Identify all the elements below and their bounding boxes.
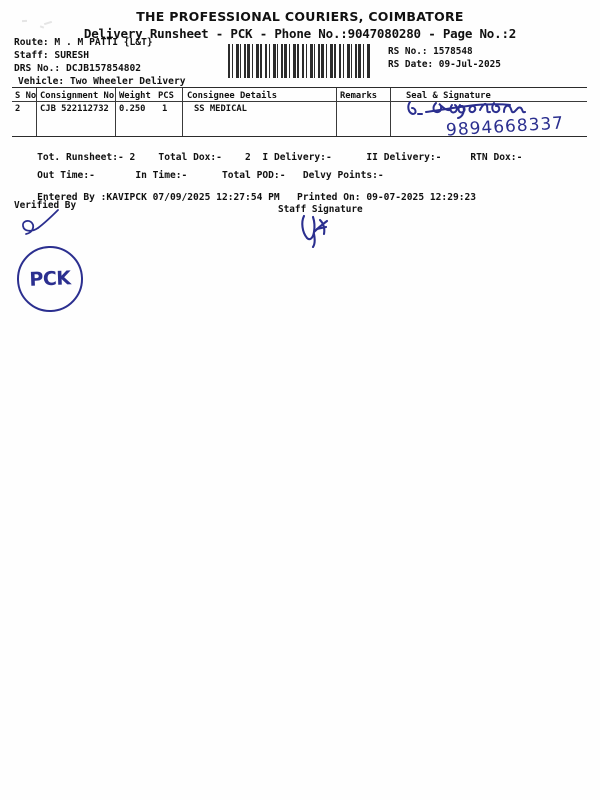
printed-on-text: Printed On: 09-07-2025 12:29:23 xyxy=(297,192,477,203)
table-header-divider xyxy=(12,101,587,102)
column-header-seal: Seal & Signature xyxy=(406,90,491,101)
column-header-weight: Weight xyxy=(119,90,151,101)
in-time-label: In Time:- xyxy=(135,170,188,181)
entered-by-text: Entered By :KAVIPCK 07/09/2025 12:27:54 … xyxy=(37,192,280,203)
column-header-consignee: Consignee Details xyxy=(187,90,278,101)
company-title: THE PROFESSIONAL COURIERS, COIMBATORE xyxy=(136,9,464,24)
total-pod-label: Total POD:- xyxy=(221,170,286,181)
totals-row-1: Tot. Runsheet:- 2 Total Dox:- 2 I Delive… xyxy=(14,141,522,174)
out-time-label: Out Time:- xyxy=(37,170,95,181)
cell-s-no: 2 xyxy=(15,104,21,114)
route-field: Route: M . M PATTI {L&T} xyxy=(14,37,153,48)
consignment-table: S No Consignment No Weight PCS Consignee… xyxy=(12,87,587,137)
pck-stamp-label: PCK xyxy=(29,267,71,291)
column-divider xyxy=(336,88,337,136)
tot-runsheet-label: Tot. Runsheet:- 2 xyxy=(37,152,136,163)
delvy-points-label: Delvy Points:- xyxy=(302,170,384,181)
column-header-pcs: PCS xyxy=(158,90,174,101)
column-divider xyxy=(115,88,116,136)
pck-stamp: PCK xyxy=(15,244,85,314)
verified-by-ink-mark xyxy=(22,209,59,235)
column-divider xyxy=(182,88,183,136)
column-header-consignment: Consignment No xyxy=(40,90,115,101)
audit-row: Entered By :KAVIPCK 07/09/2025 12:27:54 … xyxy=(14,181,476,214)
cell-weight: 0.250 xyxy=(119,104,146,114)
column-header-s-no: S No xyxy=(15,90,37,101)
rs-number-field: RS No.: 1578548 xyxy=(388,46,473,57)
barcode-image xyxy=(228,44,371,78)
cell-pcs: 1 xyxy=(162,104,168,114)
i-delivery-label: I Delivery:- xyxy=(262,152,332,163)
document-subtitle: Delivery Runsheet - PCK - Phone No.:9047… xyxy=(83,26,517,41)
staff-signature-ink xyxy=(301,214,329,248)
verified-by-label: Verified By xyxy=(14,200,77,211)
cell-consignment: CJB 522112732 xyxy=(40,104,109,114)
rs-date-field: RS Date: 09-Jul-2025 xyxy=(388,59,501,70)
ii-delivery-label: II Delivery:- xyxy=(366,152,442,163)
cell-consignee: SS MEDICAL xyxy=(194,104,247,114)
column-header-remarks: Remarks xyxy=(340,90,378,101)
column-divider xyxy=(390,88,391,136)
column-divider xyxy=(36,88,37,136)
staff-field: Staff: SURESH xyxy=(14,50,90,61)
consignee-signature-ink xyxy=(407,101,526,119)
vehicle-field: Vehicle: Two Wheeler Delivery xyxy=(18,76,186,87)
total-dox-label: Total Dox:- 2 xyxy=(158,152,251,163)
totals-row-2: Out Time:- In Time:- Total POD:- Delvy P… xyxy=(14,159,384,192)
drs-number-field: DRS No.: DCJB157854802 xyxy=(14,63,142,74)
rtn-dox-label: RTN Dox:- xyxy=(470,152,523,163)
staff-signature-label: Staff Signature xyxy=(278,204,363,215)
